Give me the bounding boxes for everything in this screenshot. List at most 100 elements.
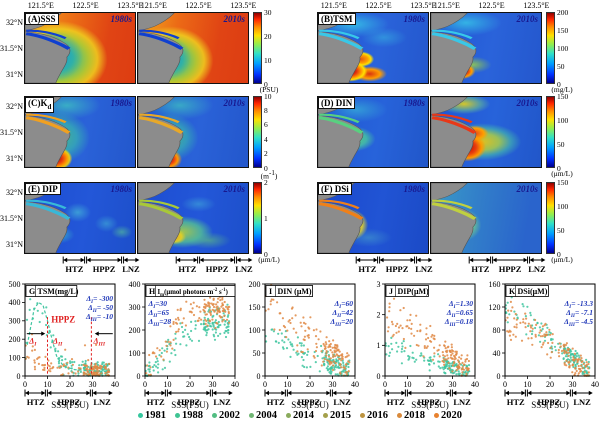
x-axis-label: SSS(PSU) [291,400,329,410]
panel-title-J: DIP(μM) [398,287,430,296]
hppz-zone-callout: HPPZ [51,315,75,325]
x-tick-label: 0 [383,380,387,389]
x-tick-label: 10 [284,380,292,389]
y-tick-label: 0 [377,372,381,381]
y-tick-label: 200 [129,326,141,335]
tsm-trend-curve [26,301,107,372]
zone-label-LNZ: LNZ [235,264,253,274]
zone-axis-map: HTZ HPPZ LNZ [62,256,140,274]
x-tick-label: 20 [66,380,74,389]
y-tick-label: 0 [257,372,261,381]
coastline-land-shape [25,13,71,83]
era-label-2010s: 2010s [223,184,245,194]
colorbar-tick-F: 0 [557,249,561,259]
colorbar-tick-B: 150 [557,25,569,35]
colorbar-C [253,96,262,168]
legend-dot-2004 [249,413,254,418]
lon-tick-label: 121.5°E [27,1,54,10]
x-tick-label: 40 [471,380,479,389]
era-label-1980s: 1980s [403,98,425,108]
y-tick-label: 3 [377,280,381,289]
x-tick-label: 10 [404,380,412,389]
era-label-2010s: 2010s [223,98,245,108]
colorbar-tick-B: 100 [557,43,569,53]
colorbar-tick-E: 1 [264,213,268,223]
scatter-panel-H: 0 100 200 300 400 0 10 20 30 40 H Im(μmol photons m… [129,280,240,410]
scatter-points-2010s [145,287,231,377]
zone-label-HPPZ: HPPZ [386,264,409,274]
colorbar-tick-A: 0 [264,79,268,89]
y-tick-label: 500 [9,280,21,289]
year-legend: 1981 1988 2002 2004 2014 2015 2016 2018 2020 [0,410,600,421]
colorbar-A [253,12,262,84]
delta-arrow-label: ΔI [28,337,37,348]
delta-annotation: ΔIII= -4.5 [563,317,593,328]
zone-label-LNZ: LNZ [93,397,111,407]
panel-title-K: DSi(μM) [518,287,548,296]
lat-tick-label: 32°N [6,101,23,111]
map-A-1980s: (A)SSS 1980s [24,12,136,84]
x-tick-label: 0 [143,380,147,389]
colorbar-unit-C: (m-1) [260,169,278,181]
lon-tick-label: 123.5°E [410,1,437,10]
lat-tick-label: 31.5°N [0,214,23,224]
coastline-land-shape [138,13,184,83]
x-tick-label: 20 [186,380,194,389]
delta-annotation: ΔII=65 [148,308,170,319]
x-tick-label: 0 [503,380,507,389]
zone-label-HPPZ: HPPZ [538,397,561,407]
legend-year-2016: 2016 [360,410,388,421]
lon-tick-label: 122.5°E [185,1,212,10]
y-tick-label: 100 [249,326,261,335]
map-F-1980s: (F) DSi 1980s [317,182,429,254]
x-tick-label: 30 [329,380,337,389]
colorbar-unit-F: (μm/L) [551,255,573,264]
legend-dot-2015 [323,413,328,418]
y-tick-label: 0 [137,372,141,381]
legend-dot-2016 [360,413,365,418]
y-tick-label: 300 [129,303,141,312]
lat-tick-label: 32°N [6,187,23,197]
y-tick-label: 40 [493,349,501,358]
legend-year-label: 1981 [145,410,166,421]
legend-year-2014: 2014 [286,410,314,421]
panel-title-F: (F) DSi [318,183,352,195]
zone-label-HTZ: HTZ [147,397,165,407]
era-label-2010s: 2010s [516,98,538,108]
legend-year-label: 2002 [219,410,240,421]
colorbar-tick-A: 10 [264,55,272,65]
colorbar-tick-E: 2 [264,177,268,187]
x-tick-label: 30 [89,380,97,389]
zone-label-HTZ: HTZ [178,264,196,274]
zone-label-LNZ: LNZ [573,397,591,407]
colorbar-tick-C: 8 [264,105,268,115]
delta-annotation: ΔIII=20 [329,317,353,328]
colorbar-F [546,182,555,254]
lat-tick-label: 31.5°N [0,44,23,54]
y-tick-label: 200 [249,280,261,289]
panel-title-G: TSM(mg/L) [38,287,79,296]
map-B-2010s: 2010s [430,12,542,84]
zone-label-HPPZ: HPPZ [499,264,522,274]
panel-title-E: (E) DIP [25,183,61,195]
x-axis-label: SSS(PSU) [51,400,89,410]
zone-label-HTZ: HTZ [387,397,405,407]
zone-label-LNZ: LNZ [333,397,351,407]
legend-year-1988: 1988 [175,410,203,421]
map-B-1980s: (B)TSM 1980s [317,12,429,84]
zone-label-HPPZ: HPPZ [206,264,229,274]
zone-label-LNZ: LNZ [528,264,546,274]
colorbar-tick-C: 2 [264,149,268,159]
panel-letter: I [269,287,272,296]
colorbar-tick-F: 100 [557,201,569,211]
zone-label-HTZ: HTZ [471,264,489,274]
delta-arrow-label: ΔIII [92,337,105,348]
delta-annotation: ΔIII=0.18 [444,317,473,328]
coastline-land-shape [25,183,71,253]
zone-label-HTZ: HTZ [27,397,45,407]
delta-annotation: ΔI= -300 [85,294,113,305]
colorbar-unit-E: (μm/L) [258,255,280,264]
zone-label-LNZ: LNZ [453,397,471,407]
colorbar-tick-C: 0 [264,163,268,173]
